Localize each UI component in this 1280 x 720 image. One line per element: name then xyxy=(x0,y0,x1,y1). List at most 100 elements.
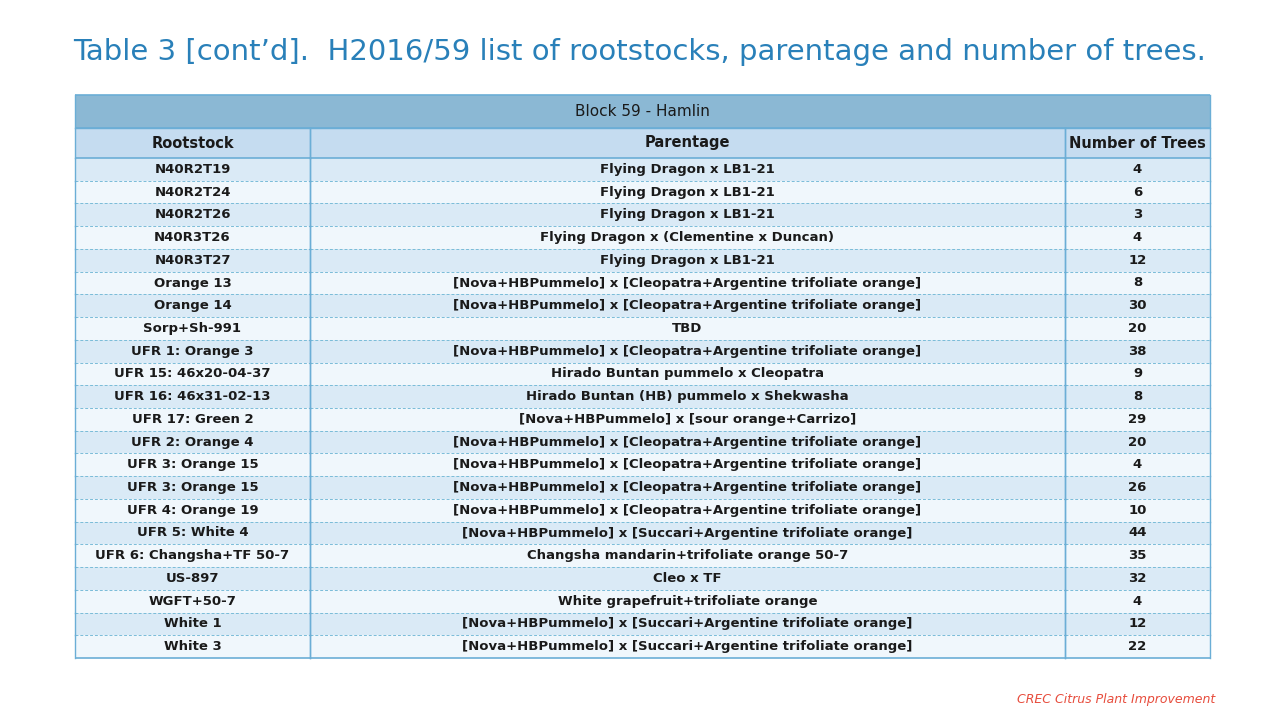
Text: Flying Dragon x LB1-21: Flying Dragon x LB1-21 xyxy=(600,186,774,199)
Bar xyxy=(310,431,1065,454)
Bar xyxy=(310,271,1065,294)
Bar xyxy=(310,363,1065,385)
Text: 8: 8 xyxy=(1133,276,1142,289)
Text: UFR 4: Orange 19: UFR 4: Orange 19 xyxy=(127,504,259,517)
Bar xyxy=(1065,226,1210,249)
Bar xyxy=(310,408,1065,431)
Bar xyxy=(1065,158,1210,181)
Text: White grapefruit+trifoliate orange: White grapefruit+trifoliate orange xyxy=(558,595,817,608)
Text: [Nova+HBPummelo] x [Cleopatra+Argentine trifoliate orange]: [Nova+HBPummelo] x [Cleopatra+Argentine … xyxy=(453,300,922,312)
Bar xyxy=(76,271,310,294)
Bar xyxy=(76,544,310,567)
Text: Hirado Buntan pummelo x Cleopatra: Hirado Buntan pummelo x Cleopatra xyxy=(550,367,824,380)
Text: Table 3 [cont’d].  H2016/59 list of rootstocks, parentage and number of trees.: Table 3 [cont’d]. H2016/59 list of roots… xyxy=(73,38,1207,66)
Text: 26: 26 xyxy=(1128,481,1147,494)
Bar xyxy=(76,249,310,271)
Bar xyxy=(310,635,1065,658)
Text: N40R2T26: N40R2T26 xyxy=(155,208,230,221)
Text: [Nova+HBPummelo] x [Succari+Argentine trifoliate orange]: [Nova+HBPummelo] x [Succari+Argentine tr… xyxy=(462,526,913,539)
Text: 12: 12 xyxy=(1129,253,1147,267)
Text: White 1: White 1 xyxy=(164,618,221,631)
Text: 29: 29 xyxy=(1129,413,1147,426)
Bar xyxy=(1065,635,1210,658)
Text: 4: 4 xyxy=(1133,231,1142,244)
Text: [Nova+HBPummelo] x [Cleopatra+Argentine trifoliate orange]: [Nova+HBPummelo] x [Cleopatra+Argentine … xyxy=(453,276,922,289)
Bar xyxy=(310,385,1065,408)
Text: 10: 10 xyxy=(1128,504,1147,517)
Bar xyxy=(76,340,310,363)
Bar xyxy=(1065,476,1210,499)
Text: 22: 22 xyxy=(1129,640,1147,653)
Text: Flying Dragon x LB1-21: Flying Dragon x LB1-21 xyxy=(600,208,774,221)
Text: Block 59 - Hamlin: Block 59 - Hamlin xyxy=(575,104,710,119)
Bar xyxy=(310,128,1065,158)
Bar xyxy=(76,128,310,158)
Bar xyxy=(76,567,310,590)
Bar xyxy=(76,476,310,499)
Text: US-897: US-897 xyxy=(165,572,219,585)
Bar xyxy=(76,226,310,249)
Bar xyxy=(310,294,1065,317)
Bar xyxy=(1065,294,1210,317)
Text: Hirado Buntan (HB) pummelo x Shekwasha: Hirado Buntan (HB) pummelo x Shekwasha xyxy=(526,390,849,403)
Text: 4: 4 xyxy=(1133,459,1142,472)
Bar xyxy=(76,454,310,476)
Bar xyxy=(310,158,1065,181)
Bar xyxy=(1065,544,1210,567)
Bar xyxy=(1065,454,1210,476)
Bar xyxy=(76,635,310,658)
Text: 20: 20 xyxy=(1128,322,1147,335)
Text: Flying Dragon x LB1-21: Flying Dragon x LB1-21 xyxy=(600,253,774,267)
Bar xyxy=(76,158,310,181)
Text: 38: 38 xyxy=(1128,345,1147,358)
Text: 4: 4 xyxy=(1133,595,1142,608)
Bar xyxy=(1065,408,1210,431)
Text: UFR 6: Changsha+TF 50-7: UFR 6: Changsha+TF 50-7 xyxy=(96,549,289,562)
Text: 30: 30 xyxy=(1128,300,1147,312)
Text: Flying Dragon x (Clementine x Duncan): Flying Dragon x (Clementine x Duncan) xyxy=(540,231,835,244)
Text: UFR 15: 46x20-04-37: UFR 15: 46x20-04-37 xyxy=(114,367,271,380)
Text: 32: 32 xyxy=(1128,572,1147,585)
Text: UFR 17: Green 2: UFR 17: Green 2 xyxy=(132,413,253,426)
Bar xyxy=(1065,271,1210,294)
Text: 6: 6 xyxy=(1133,186,1142,199)
Bar xyxy=(76,590,310,613)
Text: 35: 35 xyxy=(1128,549,1147,562)
Text: 12: 12 xyxy=(1129,618,1147,631)
Bar xyxy=(310,613,1065,635)
Bar xyxy=(76,385,310,408)
Bar xyxy=(310,521,1065,544)
Bar xyxy=(1065,249,1210,271)
Text: [Nova+HBPummelo] x [Cleopatra+Argentine trifoliate orange]: [Nova+HBPummelo] x [Cleopatra+Argentine … xyxy=(453,481,922,494)
Bar xyxy=(1065,340,1210,363)
Bar xyxy=(76,294,310,317)
Text: 4: 4 xyxy=(1133,163,1142,176)
Text: [Nova+HBPummelo] x [Succari+Argentine trifoliate orange]: [Nova+HBPummelo] x [Succari+Argentine tr… xyxy=(462,618,913,631)
Text: [Nova+HBPummelo] x [Cleopatra+Argentine trifoliate orange]: [Nova+HBPummelo] x [Cleopatra+Argentine … xyxy=(453,459,922,472)
Text: WGFT+50-7: WGFT+50-7 xyxy=(148,595,237,608)
Bar xyxy=(310,226,1065,249)
Text: Sorp+Sh-991: Sorp+Sh-991 xyxy=(143,322,242,335)
Bar xyxy=(310,544,1065,567)
Bar xyxy=(310,317,1065,340)
Bar xyxy=(310,590,1065,613)
Text: Orange 13: Orange 13 xyxy=(154,276,232,289)
Text: UFR 16: 46x31-02-13: UFR 16: 46x31-02-13 xyxy=(114,390,271,403)
Text: UFR 3: Orange 15: UFR 3: Orange 15 xyxy=(127,459,259,472)
Bar xyxy=(1065,590,1210,613)
Bar xyxy=(310,340,1065,363)
Bar xyxy=(310,567,1065,590)
Bar xyxy=(1065,204,1210,226)
Text: 20: 20 xyxy=(1128,436,1147,449)
Text: N40R3T26: N40R3T26 xyxy=(154,231,230,244)
Text: UFR 5: White 4: UFR 5: White 4 xyxy=(137,526,248,539)
Bar xyxy=(310,204,1065,226)
Text: [Nova+HBPummelo] x [Succari+Argentine trifoliate orange]: [Nova+HBPummelo] x [Succari+Argentine tr… xyxy=(462,640,913,653)
Bar xyxy=(76,431,310,454)
Text: [Nova+HBPummelo] x [Cleopatra+Argentine trifoliate orange]: [Nova+HBPummelo] x [Cleopatra+Argentine … xyxy=(453,504,922,517)
Bar xyxy=(76,613,310,635)
Text: UFR 1: Orange 3: UFR 1: Orange 3 xyxy=(132,345,253,358)
Text: UFR 3: Orange 15: UFR 3: Orange 15 xyxy=(127,481,259,494)
Bar xyxy=(1065,181,1210,204)
Text: 3: 3 xyxy=(1133,208,1142,221)
